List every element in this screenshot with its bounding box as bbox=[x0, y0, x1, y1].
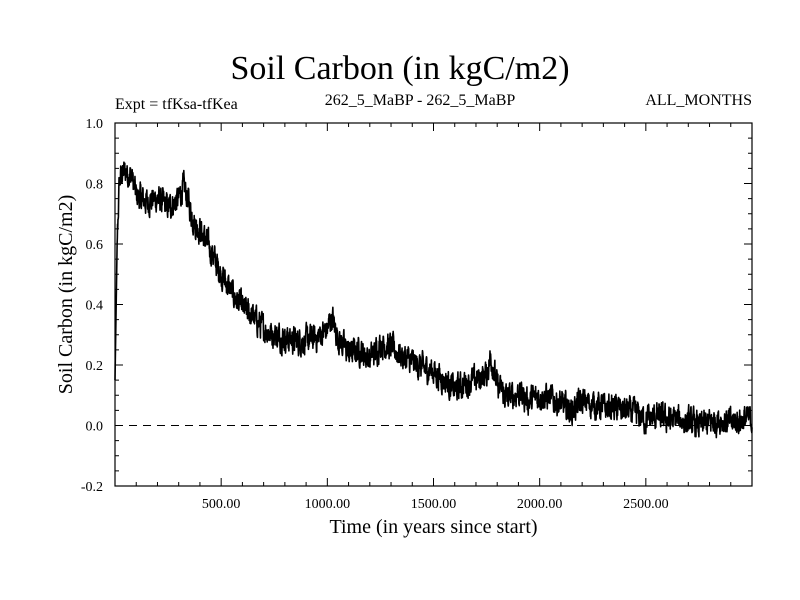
y-tick-label: 0.0 bbox=[86, 420, 104, 435]
x-tick-label: 2500.00 bbox=[623, 497, 669, 512]
soil-carbon-series-line bbox=[114, 161, 753, 439]
y-tick-label: 0.2 bbox=[86, 359, 104, 374]
x-tick-label: 500.00 bbox=[202, 497, 241, 512]
x-axis-title: Time (in years since start) bbox=[329, 516, 537, 538]
y-tick-label: -0.2 bbox=[81, 480, 103, 495]
y-tick-label: 0.6 bbox=[86, 238, 104, 253]
x-tick-label: 1500.00 bbox=[411, 497, 457, 512]
plot-frame bbox=[114, 122, 753, 487]
experiment-label: Expt = tfKsa-tfKea bbox=[115, 96, 238, 113]
chart-title: Soil Carbon (in kgC/m2) bbox=[230, 50, 570, 87]
chart-subtitle: 262_5_MaBP - 262_5_MaBP bbox=[324, 92, 516, 109]
y-tick-label: 0.4 bbox=[86, 299, 104, 314]
x-tick-label: 2000.00 bbox=[517, 497, 563, 512]
y-axis-title: Soil Carbon (in kgC/m2) bbox=[55, 195, 77, 394]
y-tick-label: 0.8 bbox=[86, 178, 104, 193]
period-label: ALL_MONTHS bbox=[645, 92, 752, 109]
x-tick-label: 1000.00 bbox=[305, 497, 351, 512]
y-tick-label: 1.0 bbox=[86, 117, 104, 132]
